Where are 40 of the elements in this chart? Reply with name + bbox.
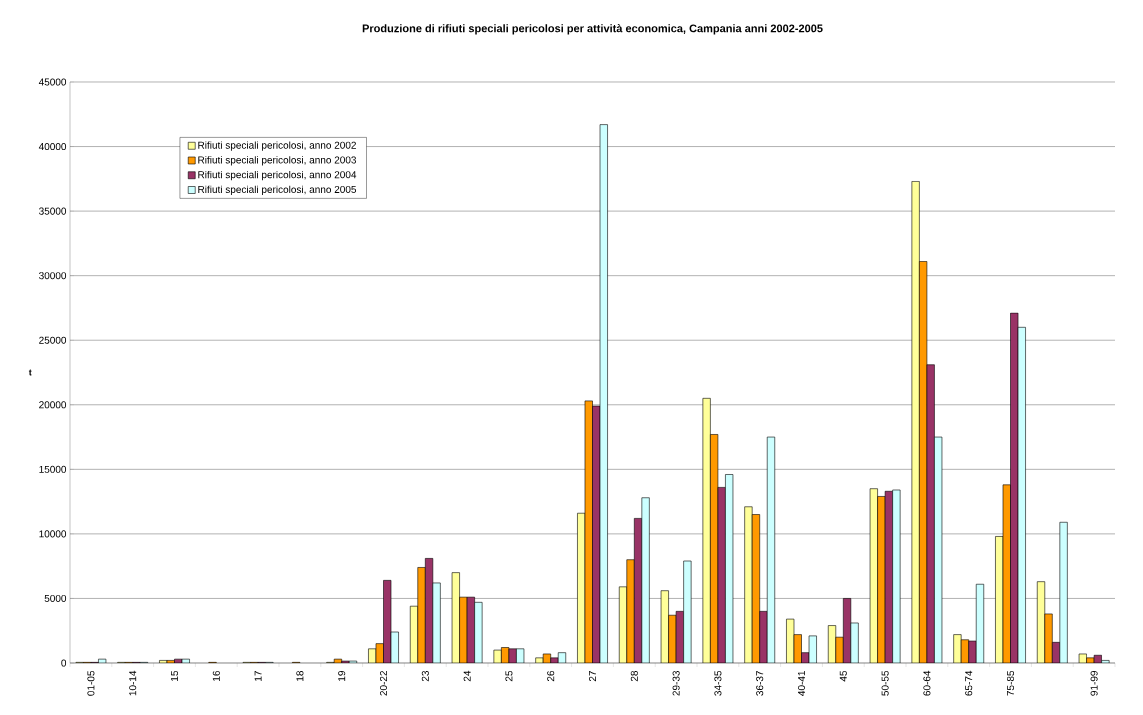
x-tick-label: 36-37 — [756, 671, 764, 696]
legend-label: Rifiuti speciali pericolosi, anno 2004 — [198, 170, 357, 181]
y-tick-label: 15000 — [39, 465, 67, 473]
y-axis-title: t — [28, 369, 32, 376]
legend-label: Rifiuti speciali pericolosi, anno 2002 — [198, 141, 356, 151]
y-tick-label: 30000 — [39, 272, 67, 280]
x-tick-label: 28 — [630, 670, 638, 682]
x-tick-label: 91-99 — [1090, 671, 1098, 696]
y-tick-label: 35000 — [39, 207, 67, 215]
x-tick-label: 16 — [212, 670, 220, 681]
y-tick-label: 25000 — [39, 336, 67, 344]
x-tick-label: 75-85 — [1006, 670, 1015, 696]
x-tick-label: 24 — [463, 670, 471, 682]
x-tick-label: 19 — [338, 671, 346, 681]
x-tick-label: 45 — [839, 670, 847, 682]
x-tick-label: 18 — [296, 670, 304, 681]
x-tick-label: 65-74 — [965, 670, 973, 696]
x-tick-label: 26 — [547, 670, 555, 682]
y-tick-label: 10000 — [39, 530, 67, 538]
y-tick-label: 20000 — [39, 401, 67, 409]
chart-title: Produzione di rifiuti speciali pericolosi per attività economica, Campania anni 2002-2005 — [362, 24, 823, 35]
legend-label: Rifiuti speciali pericolosi, anno 2003 — [198, 156, 357, 166]
x-tick-label: 10-14 — [129, 670, 137, 696]
x-tick-label: 01-05 — [87, 670, 95, 696]
x-tick-label: 15 — [171, 670, 178, 681]
y-tick-label: 40000 — [38, 143, 67, 151]
x-tick-label: 60-64 — [923, 670, 931, 696]
legend-label: Rifiuti speciali pericolosi, anno 2005 — [198, 185, 357, 195]
x-tick-label: 20-22 — [379, 671, 388, 696]
x-tick-label: 23 — [421, 670, 429, 682]
x-tick-label: 27 — [589, 671, 596, 682]
x-tick-label: 50-55 — [881, 670, 889, 696]
x-tick-label: 40-41 — [797, 671, 806, 696]
x-tick-label: 34-35 — [714, 670, 722, 696]
y-tick-label: 5000 — [44, 594, 67, 602]
x-tick-label: 29-33 — [672, 670, 680, 696]
y-tick-label: 0 — [61, 659, 67, 667]
x-tick-label: 25 — [505, 670, 513, 682]
y-tick-label: 45000 — [38, 78, 67, 86]
x-tick-label: 17 — [254, 671, 262, 681]
